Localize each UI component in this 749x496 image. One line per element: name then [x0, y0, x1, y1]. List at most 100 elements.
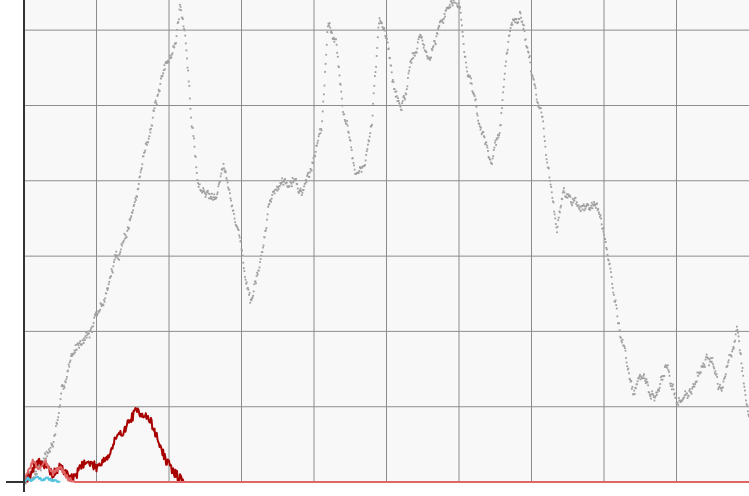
data-point [618, 329, 621, 332]
data-point [148, 128, 151, 131]
data-point [127, 228, 130, 231]
data-point [633, 393, 636, 395]
data-point [475, 105, 478, 108]
data-point [74, 351, 76, 354]
data-point [739, 353, 742, 355]
data-point [570, 202, 573, 205]
data-point [733, 341, 736, 343]
data-point [57, 416, 60, 419]
data-point [47, 451, 50, 454]
data-point [644, 380, 647, 382]
data-point [545, 158, 548, 161]
data-point [585, 205, 587, 208]
data-point [198, 183, 201, 186]
data-point [429, 58, 431, 61]
data-point [438, 24, 441, 27]
data-point [373, 84, 376, 87]
data-point [498, 132, 501, 135]
data-point [615, 307, 618, 310]
data-point [154, 99, 157, 102]
data-point [731, 348, 734, 351]
data-point [577, 204, 580, 207]
data-point [654, 395, 657, 397]
data-point [623, 347, 626, 350]
data-point [454, 1, 456, 4]
data-point [484, 143, 486, 146]
data-point [509, 27, 512, 29]
data-point [175, 42, 177, 44]
data-point [482, 131, 485, 133]
data-point [208, 197, 210, 200]
data-point [341, 104, 344, 107]
data-point [376, 36, 379, 39]
data-point [661, 378, 664, 381]
data-point [144, 142, 147, 145]
data-point [396, 100, 399, 102]
data-point [365, 150, 368, 152]
data-point [254, 280, 257, 283]
data-point [293, 178, 296, 181]
data-point [390, 64, 393, 67]
data-point [207, 192, 210, 195]
data-point [183, 29, 186, 32]
data-point [534, 87, 537, 90]
data-point [84, 335, 87, 337]
data-point [219, 175, 222, 178]
data-point [151, 124, 154, 127]
data-point [442, 21, 445, 24]
data-point [746, 404, 749, 407]
data-point [202, 187, 205, 190]
data-point [658, 386, 661, 389]
data-point [461, 30, 464, 33]
data-point [592, 204, 595, 207]
data-point [575, 203, 578, 206]
data-point [681, 399, 684, 402]
data-point [650, 393, 653, 396]
data-point [741, 370, 743, 372]
data-point [133, 201, 136, 203]
data-point [602, 230, 605, 233]
data-point [379, 22, 382, 25]
data-point [452, 0, 455, 2]
data-point [420, 36, 423, 39]
data-point [621, 341, 623, 344]
data-point [336, 55, 339, 58]
data-point [222, 167, 224, 170]
data-point [532, 78, 535, 81]
data-point [311, 162, 314, 164]
data-point [722, 380, 725, 383]
data-point [417, 38, 420, 41]
data-point [330, 30, 333, 33]
data-point [472, 92, 475, 95]
data-point [378, 22, 380, 25]
data-point [50, 444, 53, 447]
data-point [115, 254, 118, 257]
data-point [178, 8, 181, 11]
data-point [83, 337, 86, 340]
data-point [736, 328, 739, 331]
data-point [717, 388, 720, 391]
data-point [579, 210, 582, 213]
data-point [657, 389, 659, 392]
data-point [542, 120, 544, 123]
data-point [98, 310, 101, 313]
data-point [550, 191, 553, 194]
data-point [72, 352, 75, 355]
data-point [530, 73, 533, 76]
data-point [277, 188, 280, 190]
data-point [697, 375, 699, 377]
data-point [351, 157, 354, 160]
data-point [513, 18, 516, 21]
data-point [360, 170, 363, 173]
data-point [710, 361, 713, 364]
data-point [539, 107, 542, 109]
data-point [578, 207, 580, 209]
data-point [478, 123, 481, 125]
data-point [746, 410, 749, 413]
data-point [449, 6, 452, 9]
data-point [70, 355, 72, 357]
data-point [652, 394, 655, 397]
data-point [149, 131, 152, 134]
data-point [70, 353, 73, 355]
data-point [480, 126, 482, 129]
